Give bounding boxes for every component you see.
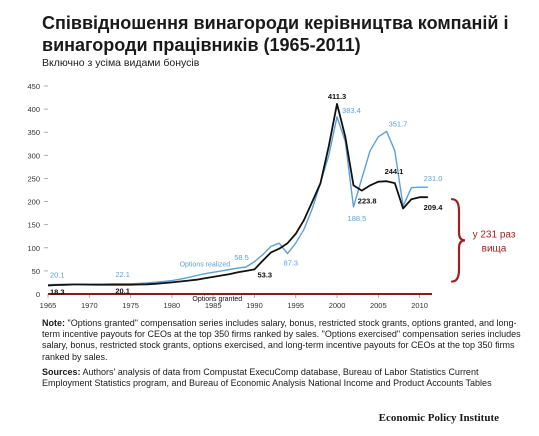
x-tick-label: 1990: [246, 301, 263, 310]
data-label: 20.1: [115, 287, 130, 296]
data-label: 223.8: [358, 197, 377, 206]
data-label: 87.3: [283, 259, 298, 268]
y-tick-label: 50: [32, 267, 40, 276]
note-text: "Options granted" compensation series in…: [42, 318, 521, 362]
sources-label: Sources:: [42, 366, 81, 377]
y-tick-label: 100: [27, 244, 40, 253]
x-tick-label: 1995: [287, 301, 304, 310]
x-tick-label: 1980: [164, 301, 181, 310]
data-label: 22.1: [115, 270, 130, 279]
x-tick-label: 1965: [40, 301, 57, 310]
x-tick-label: 2000: [329, 301, 346, 310]
data-label: 53.3: [257, 270, 272, 279]
data-label: 18.3: [50, 288, 65, 297]
x-tick-label: 2010: [411, 301, 428, 310]
sources-text: Authors' analysis of data from Compustat…: [42, 366, 492, 389]
annotation-brace: [450, 198, 466, 283]
x-tick-label: 1985: [205, 301, 222, 310]
y-tick-label: 0: [36, 290, 40, 299]
x-tick-label: 1975: [122, 301, 139, 310]
y-tick-label: 350: [27, 128, 40, 137]
data-label: 188.5: [348, 214, 367, 223]
y-tick-label: 200: [27, 198, 40, 207]
data-label: 209.4: [424, 203, 444, 212]
data-label: 58.5: [234, 253, 249, 262]
y-tick-label: 400: [27, 105, 40, 114]
annotation-text: вища: [482, 243, 507, 254]
y-tick-label: 300: [27, 151, 40, 160]
note-label: Note:: [42, 318, 65, 328]
y-tick-label: 250: [27, 174, 40, 183]
data-label: 351.7: [389, 119, 408, 128]
y-tick-label: 150: [27, 221, 40, 230]
data-label: 20.1: [50, 271, 65, 280]
note-paragraph: Note: "Options granted" compensation ser…: [42, 318, 522, 363]
publisher-credit: Economic Policy Institute: [378, 412, 499, 424]
series-line-options-granted: [47, 103, 428, 287]
data-label: 411.3: [328, 92, 346, 101]
data-label: 231.0: [424, 174, 443, 183]
chart-subtitle: Включно з усіма видами бонусів: [42, 57, 200, 69]
y-tick-label: 450: [27, 82, 40, 91]
annotation-text: у 231 раз: [473, 229, 516, 240]
data-label: 244.1: [385, 167, 404, 176]
series-label-options-realized: Options realized: [180, 261, 231, 268]
sources-paragraph: Sources: Authors' analysis of data from …: [42, 367, 522, 389]
chart-notes: Note: "Options granted" compensation ser…: [42, 318, 522, 393]
data-label: 383.4: [342, 106, 361, 115]
chart-title: Співвідношення винагороди керівництва ко…: [42, 13, 509, 55]
series-label-options-granted: Options granted: [192, 296, 242, 303]
line-chart: 0 50 100 150 200 250 300 350 400 450 1965 1970 1975 1…: [27, 82, 516, 310]
x-tick-label: 2005: [370, 301, 387, 310]
x-tick-label: 1970: [81, 301, 98, 310]
